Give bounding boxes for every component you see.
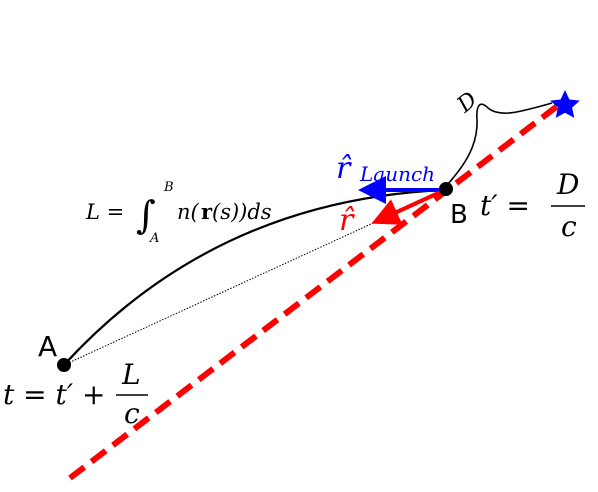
integrand-r: r xyxy=(201,199,213,224)
label-b: B xyxy=(450,200,468,230)
integral-sign: ∫ xyxy=(136,193,156,237)
point-a xyxy=(57,358,71,372)
integral-lower: A xyxy=(149,231,159,246)
launch-r-hat: r̂ xyxy=(336,151,352,186)
t-numerator: L xyxy=(121,358,141,391)
label-a: A xyxy=(38,330,57,363)
distance-brace xyxy=(446,102,553,186)
integrand-rest: (s))ds xyxy=(212,200,272,224)
integral-upper: B xyxy=(163,180,174,195)
t-prime-denominator: c xyxy=(561,210,577,243)
integral-lhs: L = xyxy=(85,200,124,224)
t-prime-lhs: t′ = xyxy=(480,189,530,222)
launch-label: r̂ Launch xyxy=(336,151,435,186)
star-icon xyxy=(550,90,580,118)
t-prime-numerator: D xyxy=(556,168,579,201)
t-equation: t = t′ + L c xyxy=(3,358,148,430)
r-hat-label: r̂ xyxy=(339,203,355,238)
r-hat-arrow xyxy=(371,188,446,225)
t-prime-equation: t′ = D c xyxy=(480,168,585,243)
line-of-sight xyxy=(68,101,562,481)
point-b xyxy=(439,182,453,196)
t-denominator: c xyxy=(124,397,140,430)
launch-subscript: Launch xyxy=(359,162,435,186)
label-distance: D xyxy=(452,87,483,118)
integrand-n: n( xyxy=(177,200,200,224)
integral-expression: L = ∫ B A n( r (s))ds xyxy=(85,180,272,246)
t-lhs: t = t′ + xyxy=(3,378,105,411)
